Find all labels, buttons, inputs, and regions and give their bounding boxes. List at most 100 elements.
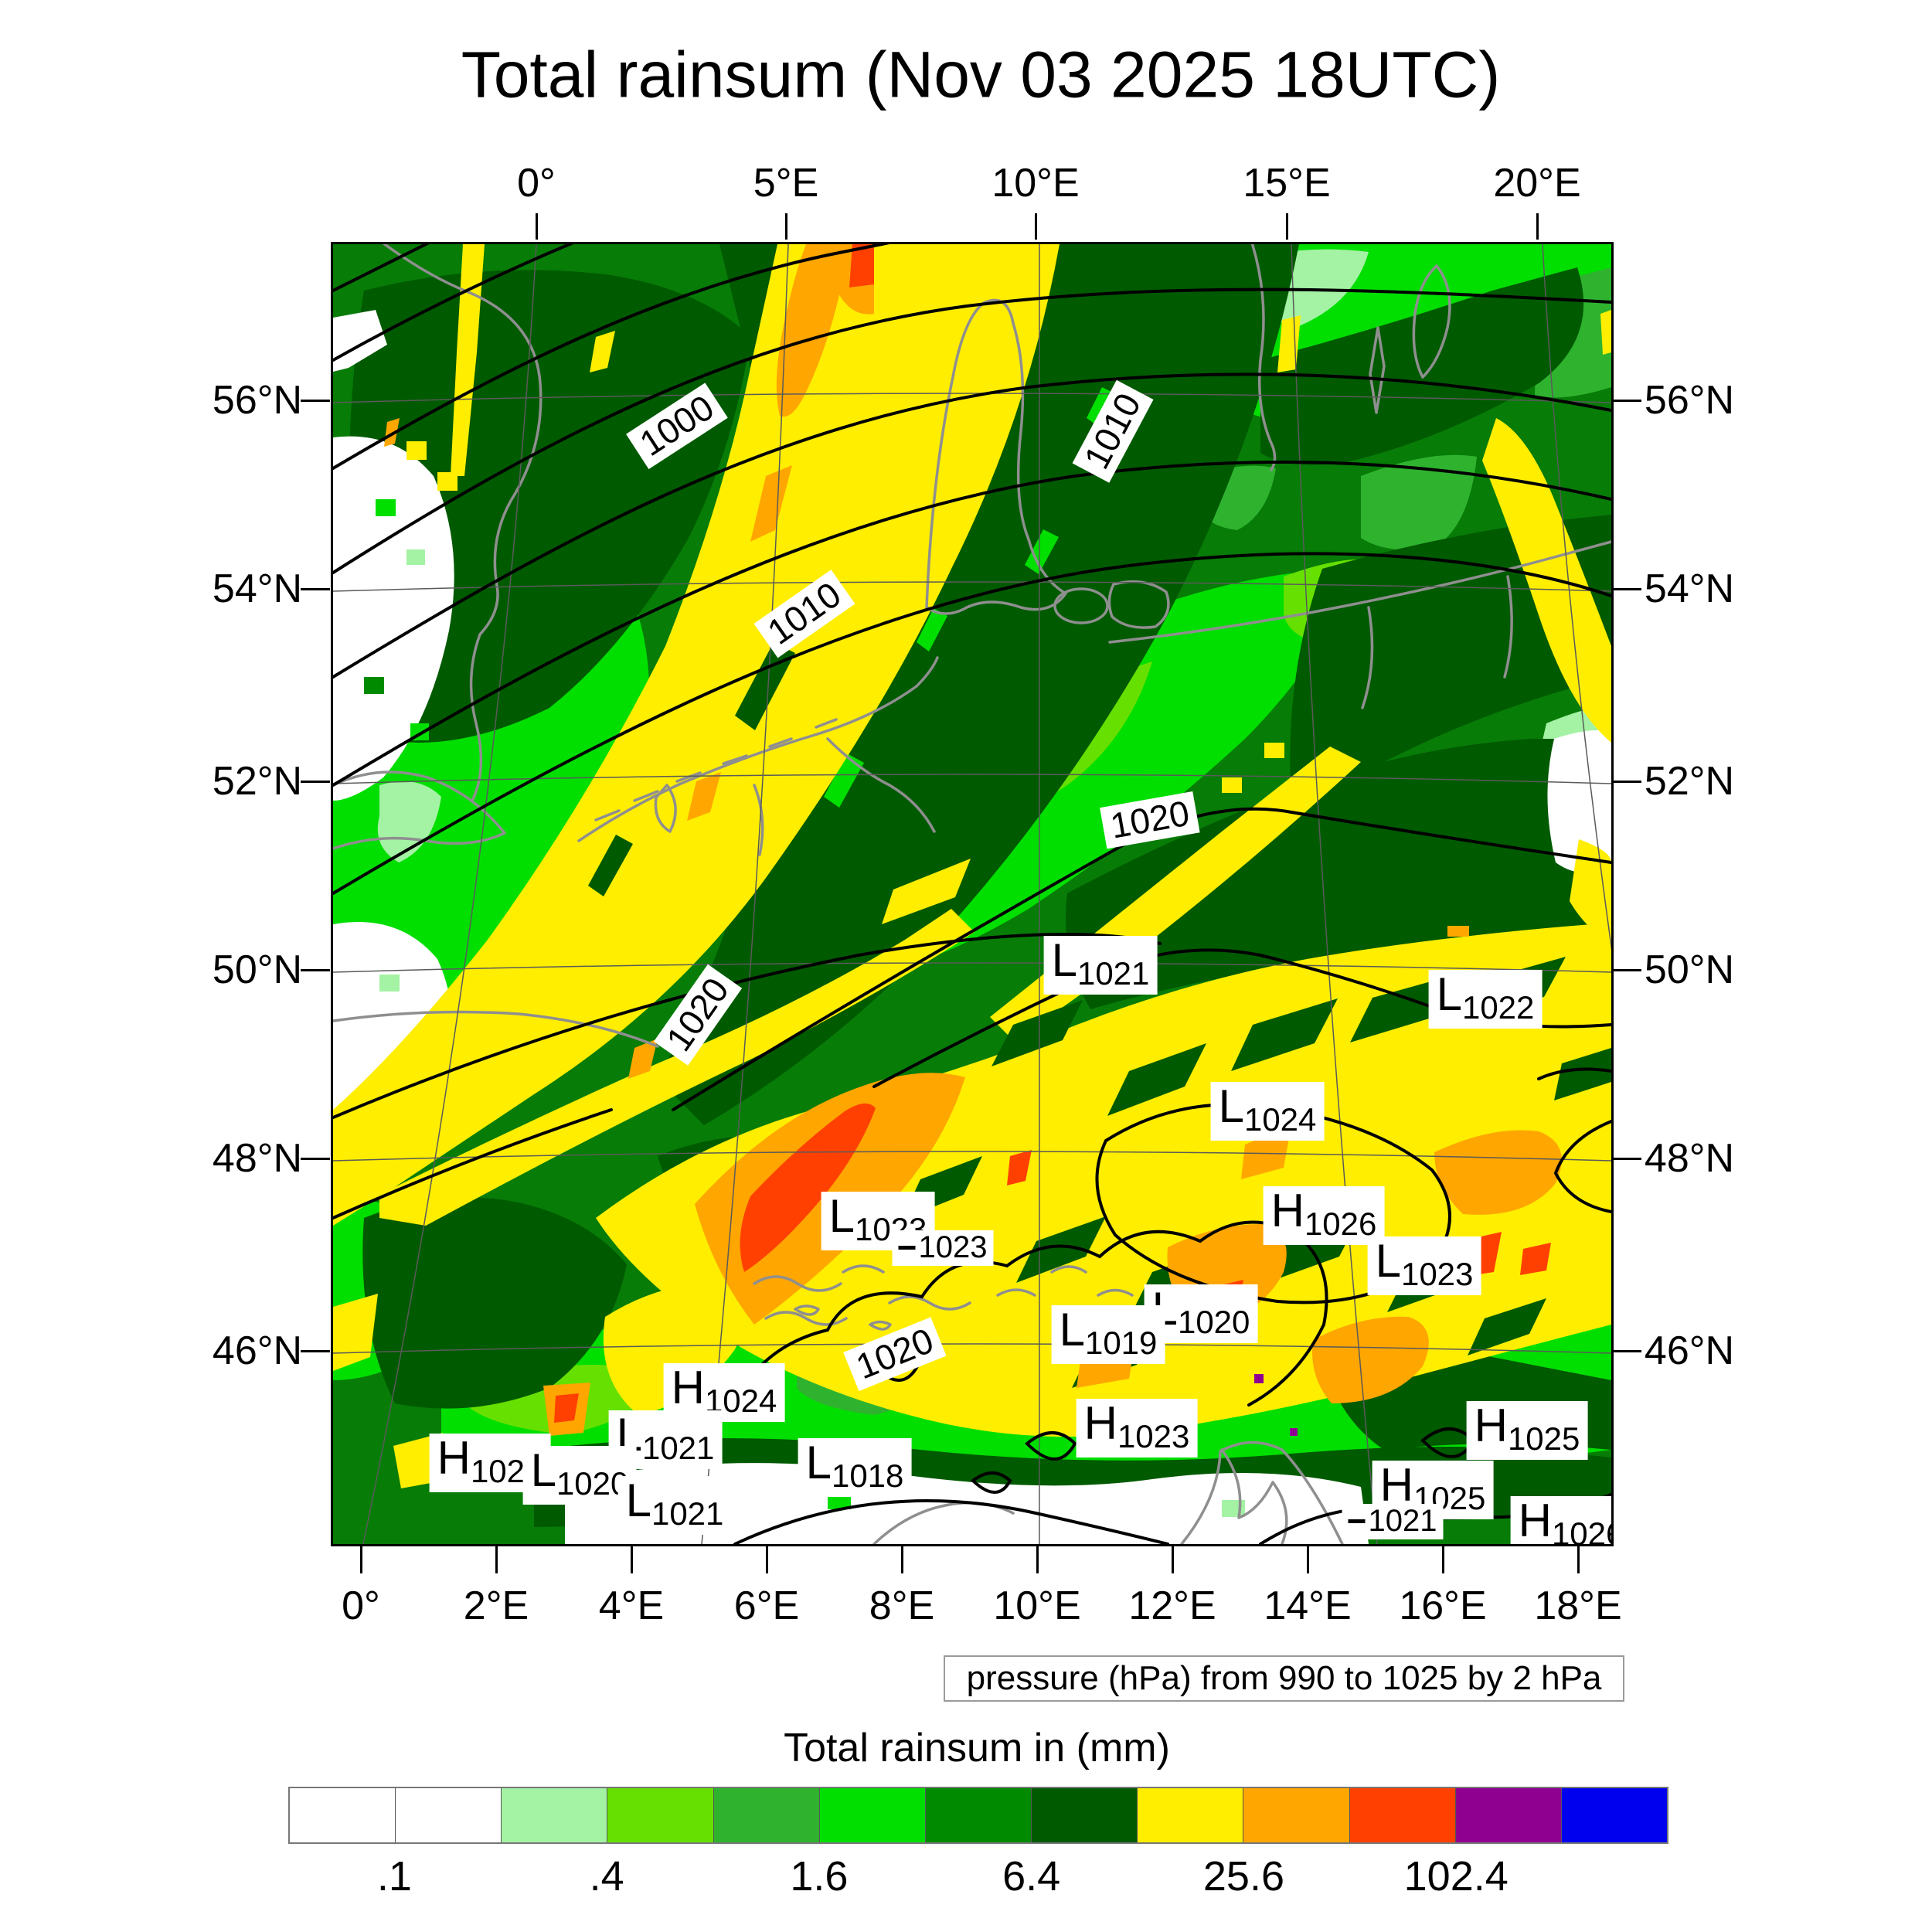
top-axis-label-0: 0° bbox=[517, 161, 556, 206]
low-pressure-label-2: L 1024 bbox=[1210, 1080, 1325, 1141]
bottom-axis-tick-2 bbox=[631, 1544, 633, 1573]
top-axis-tick-4 bbox=[1536, 213, 1539, 240]
colorbar-cell-0 bbox=[290, 1788, 396, 1842]
top-axis-tick-2 bbox=[1035, 213, 1037, 240]
colorbar-tick-label-2: 1.6 bbox=[790, 1853, 849, 1900]
colorbar-cell-11 bbox=[1454, 1788, 1561, 1842]
bottom-axis-tick-0 bbox=[360, 1544, 362, 1573]
pressure-value: 1019 bbox=[1084, 1325, 1158, 1361]
right-axis-label-1: 54°N bbox=[1644, 566, 1735, 611]
pressure-value: 1026 bbox=[1304, 1206, 1377, 1242]
pressure-legend-note: pressure (hPa) from 990 to 1025 by 2 hPa bbox=[944, 1655, 1624, 1702]
bottom-axis-label-1: 2°E bbox=[463, 1583, 529, 1628]
pressure-letter: H bbox=[1270, 1185, 1304, 1236]
bottom-axis-tick-4 bbox=[901, 1544, 903, 1573]
bottom-axis-label-4: 8°E bbox=[869, 1583, 935, 1628]
colorbar-cell-6 bbox=[924, 1788, 1032, 1842]
left-axis-tick-2 bbox=[301, 781, 330, 783]
colorbar-cell-12 bbox=[1560, 1788, 1668, 1842]
colorbar-cell-9 bbox=[1243, 1788, 1349, 1842]
bottom-axis-tick-5 bbox=[1036, 1544, 1039, 1573]
pressure-value: 1023 bbox=[1117, 1418, 1190, 1454]
right-axis-label-5: 46°N bbox=[1644, 1328, 1735, 1373]
top-axis-label-3: 15°E bbox=[1243, 161, 1331, 206]
right-axis-label-4: 48°N bbox=[1644, 1136, 1735, 1181]
left-axis-label-0: 56°N bbox=[212, 378, 303, 423]
pressure-letter: H bbox=[671, 1362, 705, 1413]
left-axis-label-2: 52°N bbox=[212, 759, 303, 804]
pressure-value: 1022 bbox=[1461, 989, 1535, 1026]
colorbar-title: Total rainsum in (mm) bbox=[784, 1726, 1170, 1770]
pressure-letter: L bbox=[1375, 1235, 1401, 1287]
colorbar-cell-3 bbox=[607, 1788, 713, 1842]
top-axis-tick-1 bbox=[785, 213, 787, 240]
low-pressure-label-14: L 1018 bbox=[798, 1438, 912, 1497]
right-axis-label-3: 50°N bbox=[1644, 947, 1735, 992]
bottom-axis-tick-8 bbox=[1442, 1544, 1444, 1573]
bottom-axis-label-0: 0° bbox=[342, 1583, 380, 1628]
pressure-letter: H bbox=[437, 1432, 471, 1484]
left-axis-label-4: 48°N bbox=[212, 1136, 303, 1181]
pressure-letter: L bbox=[1436, 968, 1462, 1020]
right-axis-tick-1 bbox=[1612, 588, 1641, 590]
low-pressure-label-4: L 1023 bbox=[1367, 1235, 1481, 1295]
pressure-value: 1025 bbox=[1507, 1420, 1580, 1457]
pressure-letter: H bbox=[1474, 1400, 1508, 1451]
pressure-value: 1020 bbox=[556, 1465, 629, 1502]
bottom-axis-label-5: 10°E bbox=[993, 1583, 1081, 1628]
pressure-value: 1021 bbox=[1077, 955, 1150, 992]
left-axis-tick-4 bbox=[301, 1158, 330, 1160]
top-axis-label-4: 20°E bbox=[1493, 161, 1581, 206]
top-axis-label-2: 10°E bbox=[992, 161, 1080, 206]
map-canvas: 1000 1010 1010 1020 1020 1020 L 1021 L 1022 L 1024 H… bbox=[331, 242, 1614, 1546]
bottom-axis-label-2: 4°E bbox=[598, 1583, 665, 1628]
rainfall-field-art bbox=[333, 244, 1611, 1544]
colorbar-cell-1 bbox=[395, 1788, 502, 1842]
top-axis-tick-3 bbox=[1286, 213, 1288, 240]
low-pressure-label-12: L 1020 bbox=[522, 1446, 637, 1505]
pressure-letter: H bbox=[1379, 1459, 1413, 1511]
colorbar-cell-2 bbox=[501, 1788, 607, 1842]
bottom-axis-tick-7 bbox=[1307, 1544, 1309, 1573]
top-axis-tick-0 bbox=[536, 213, 538, 240]
pressure-value: 1021 bbox=[641, 1430, 715, 1466]
low-pressure-label-1: L 1022 bbox=[1428, 968, 1543, 1029]
pressure-letter: H bbox=[1518, 1495, 1552, 1546]
colorbar-cell-7 bbox=[1031, 1788, 1138, 1842]
colorbar-cell-5 bbox=[818, 1788, 925, 1842]
pressure-letter: L bbox=[1059, 1304, 1085, 1355]
low-pressure-label-0: L 1021 bbox=[1043, 934, 1158, 995]
isoline-tick-dash bbox=[1348, 1519, 1366, 1523]
colorbar bbox=[288, 1787, 1668, 1844]
left-axis-tick-0 bbox=[301, 400, 330, 402]
right-axis-label-2: 52°N bbox=[1644, 759, 1735, 804]
colorbar-cell-8 bbox=[1137, 1788, 1243, 1842]
colorbar-tick-label-1: .4 bbox=[589, 1853, 624, 1900]
pressure-letter: L bbox=[1218, 1080, 1244, 1132]
low-pressure-label-5: L 1023 bbox=[821, 1192, 935, 1250]
colorbar-tick-label-3: 6.4 bbox=[1002, 1853, 1061, 1900]
pressure-letter: L bbox=[1051, 934, 1077, 986]
pressure-letter: L bbox=[625, 1475, 651, 1526]
pressure-letter: H bbox=[1083, 1397, 1117, 1449]
high-pressure-label-15: H 1023 bbox=[1076, 1397, 1198, 1458]
right-axis-tick-4 bbox=[1612, 1158, 1641, 1160]
left-axis-tick-3 bbox=[301, 969, 330, 971]
left-axis-label-1: 54°N bbox=[212, 566, 303, 611]
pressure-letter: L bbox=[805, 1437, 832, 1488]
low-pressure-label-8: L 1019 bbox=[1051, 1304, 1165, 1364]
bottom-axis-label-6: 12°E bbox=[1128, 1583, 1216, 1628]
bottom-axis-label-8: 16°E bbox=[1399, 1583, 1487, 1628]
bottom-axis-label-7: 14°E bbox=[1264, 1583, 1352, 1628]
pressure-value: 1023 bbox=[1400, 1256, 1474, 1292]
right-axis-label-0: 56°N bbox=[1644, 378, 1735, 423]
high-pressure-label-16: H 1025 bbox=[1466, 1400, 1588, 1460]
pressure-legend-text: pressure (hPa) from 990 to 1025 by 2 hPa bbox=[966, 1659, 1602, 1697]
colorbar-tick-label-5: 102.4 bbox=[1403, 1853, 1509, 1900]
pressure-value: 1026 bbox=[1551, 1515, 1611, 1546]
pressure-letter: L bbox=[828, 1190, 855, 1242]
pressure-value: 1023 bbox=[918, 1230, 988, 1264]
colorbar-cell-4 bbox=[713, 1788, 819, 1842]
isoline-tick-dash bbox=[898, 1245, 916, 1250]
